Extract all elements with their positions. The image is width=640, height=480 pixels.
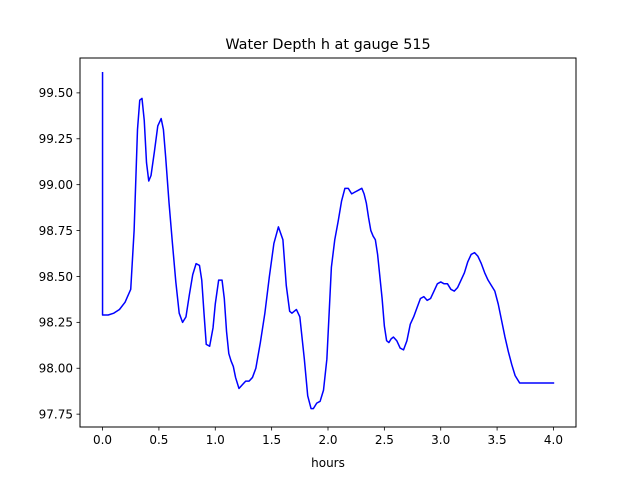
x-tick-label: 2.0 (318, 433, 337, 447)
x-tick-label: 1.5 (262, 433, 281, 447)
x-tick-label: 3.0 (431, 433, 450, 447)
y-tick-label: 98.00 (39, 362, 73, 376)
plot-area (101, 71, 555, 410)
series-line-0 (101, 71, 555, 410)
x-tick-label: 4.0 (544, 433, 563, 447)
y-tick-label: 98.25 (39, 316, 73, 330)
x-tick-label: 3.5 (488, 433, 507, 447)
x-tick-label: 1.0 (206, 433, 225, 447)
y-tick-label: 99.25 (39, 132, 73, 146)
y-axis: 97.75 98.00 98.25 98.50 98.75 99.00 99.25 99.50 (39, 86, 80, 421)
x-axis-label: hours (311, 456, 345, 470)
x-tick-label: 2.5 (375, 433, 394, 447)
x-tick-label: 0.0 (93, 433, 112, 447)
x-axis: 0.0 0.5 1.0 1.5 2.0 2.5 3.0 3.5 4.0 (93, 427, 563, 447)
y-tick-label: 98.75 (39, 224, 73, 238)
x-tick-label: 0.5 (149, 433, 168, 447)
y-tick-label: 98.50 (39, 270, 73, 284)
y-tick-label: 99.00 (39, 178, 73, 192)
chart-title: Water Depth h at gauge 515 (225, 37, 430, 53)
y-tick-label: 99.50 (39, 86, 73, 100)
y-tick-label: 97.75 (39, 407, 73, 421)
